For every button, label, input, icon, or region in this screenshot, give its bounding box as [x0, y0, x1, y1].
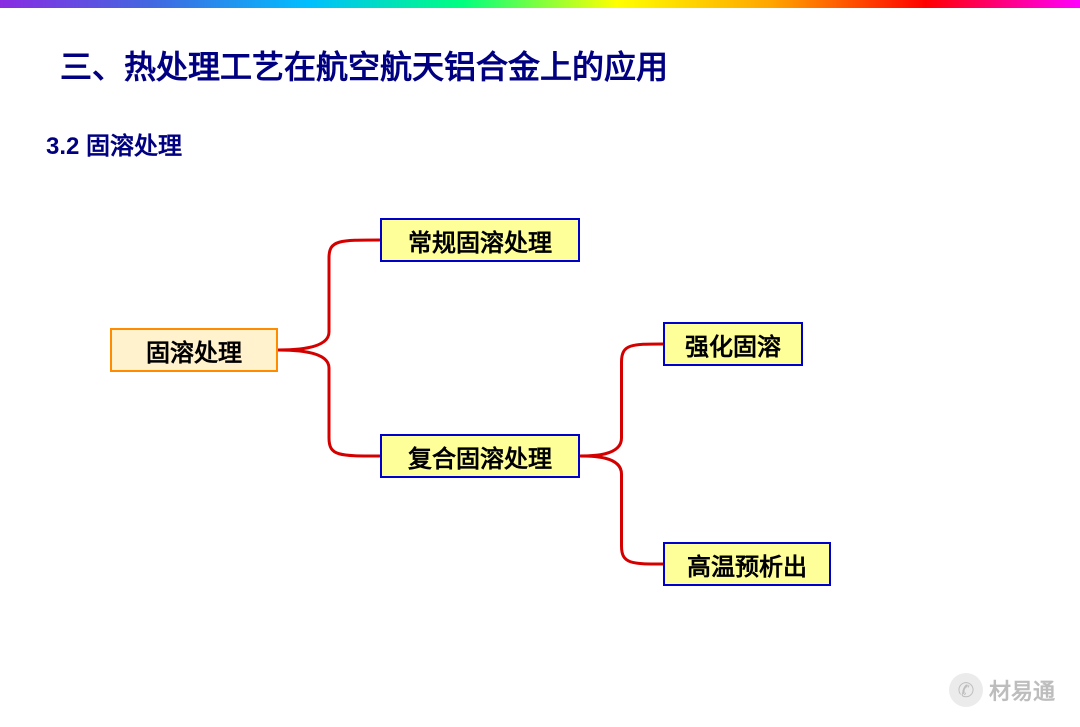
- rainbow-bar: [0, 0, 1080, 8]
- page-title: 三、热处理工艺在航空航天铝合金上的应用: [60, 42, 668, 88]
- watermark-text: 材易通: [989, 674, 1055, 706]
- tree-node-n2a: 强化固溶: [663, 322, 803, 366]
- tree-node-n2b: 高温预析出: [663, 542, 831, 586]
- tree-node-root: 固溶处理: [110, 328, 278, 372]
- section-subtitle: 3.2 固溶处理: [46, 126, 182, 161]
- wechat-icon: ✆: [949, 673, 983, 707]
- tree-node-n1: 常规固溶处理: [380, 218, 580, 262]
- watermark: ✆ 材易通: [949, 673, 1055, 707]
- tree-node-n2: 复合固溶处理: [380, 434, 580, 478]
